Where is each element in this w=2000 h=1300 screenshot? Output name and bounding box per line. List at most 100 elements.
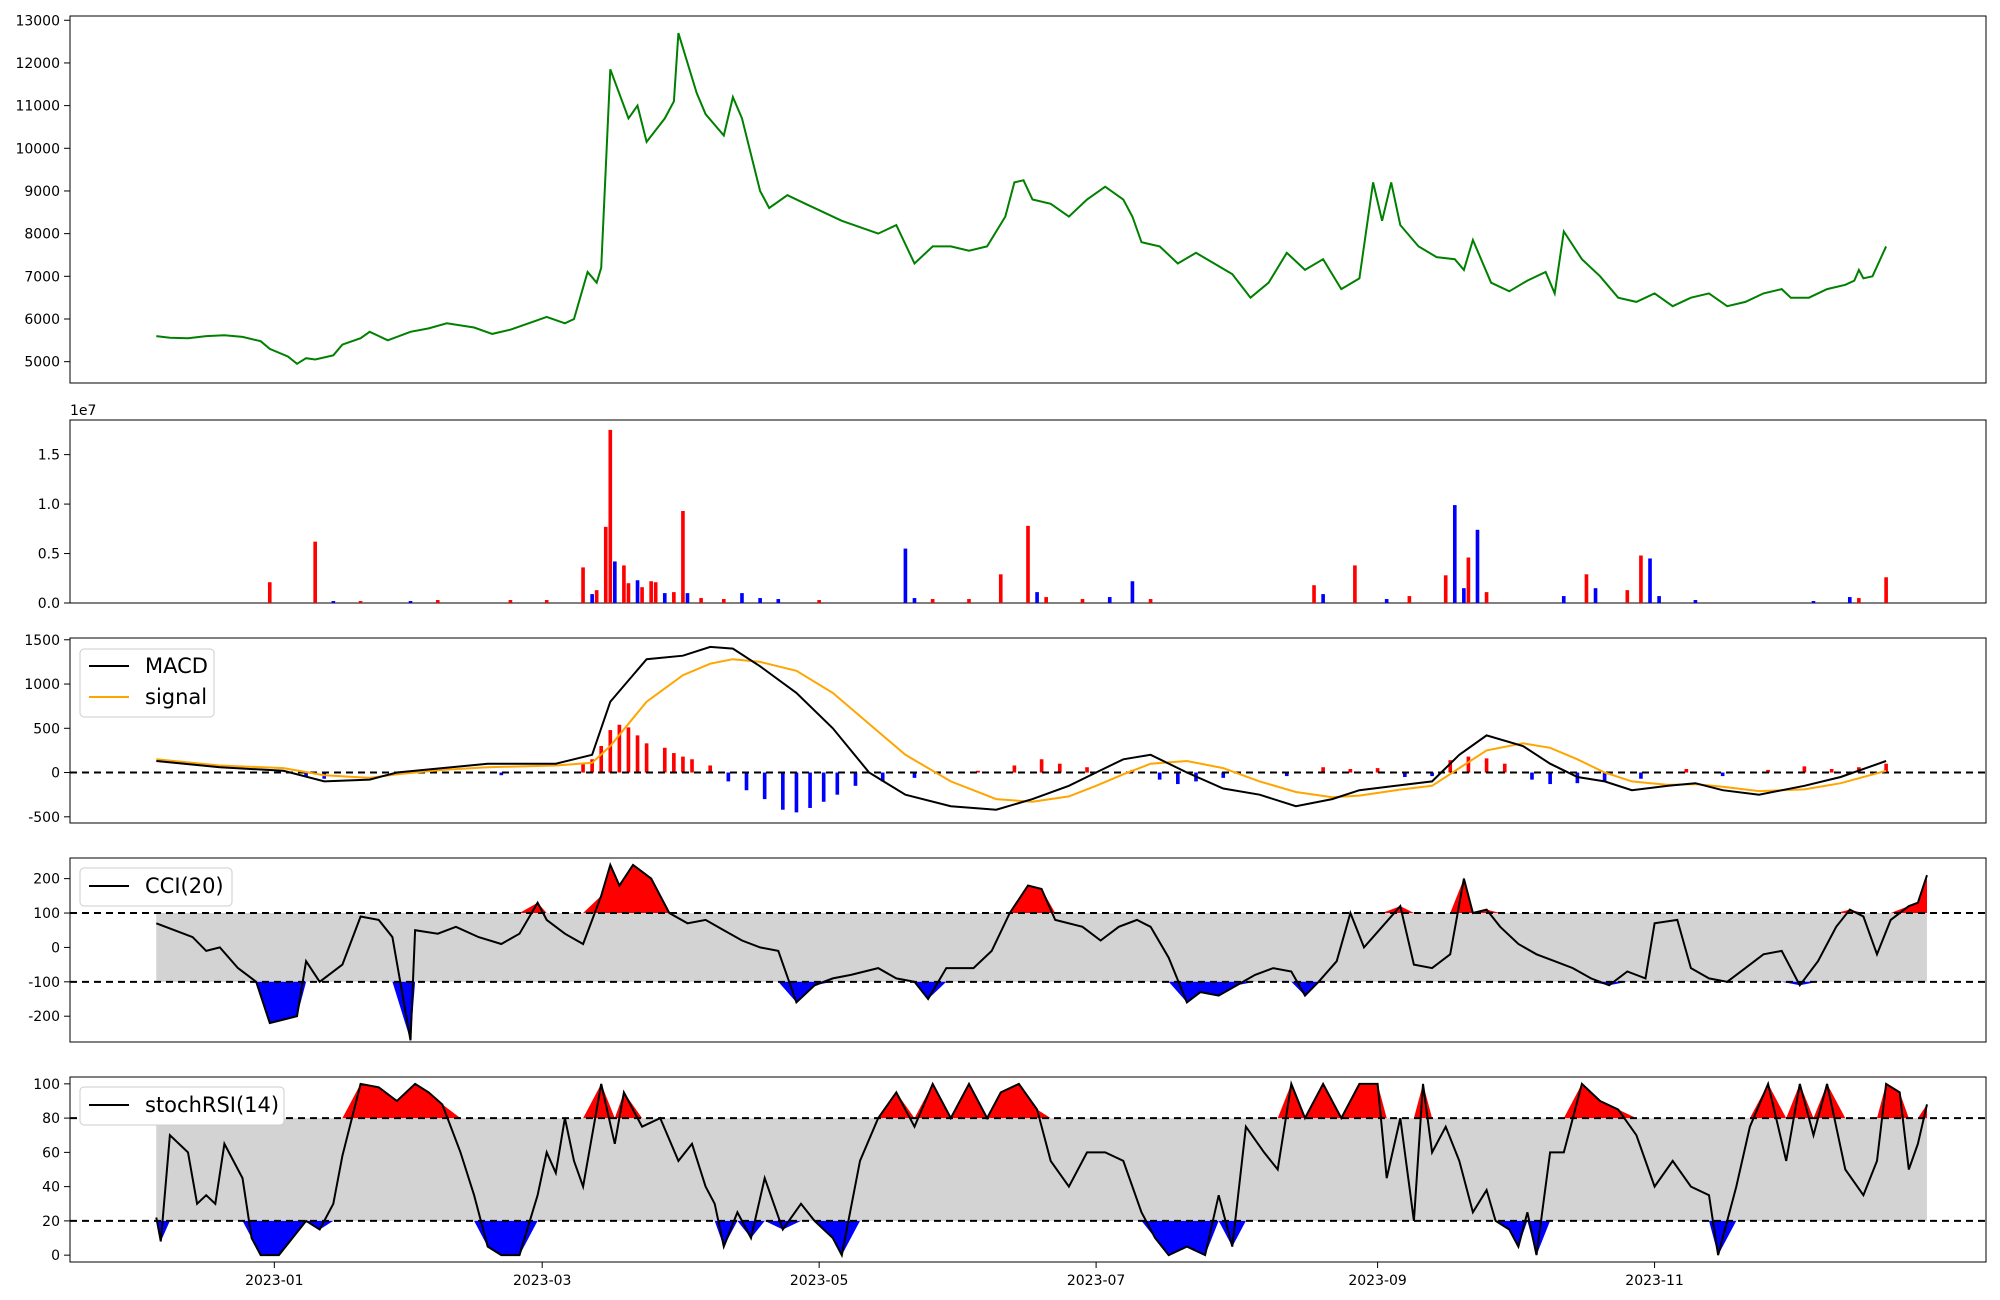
- volume-bar: [622, 565, 626, 603]
- macd-histogram-bar: [1802, 766, 1807, 773]
- volume-bar: [608, 429, 613, 603]
- volume-bar: [267, 582, 272, 603]
- volume-bar: [1044, 597, 1048, 603]
- volume-bar: [1584, 574, 1589, 603]
- price-y-tick-label: 6000: [24, 312, 60, 328]
- cci-y-tick-label: 200: [33, 872, 60, 888]
- volume-bar: [1625, 590, 1630, 603]
- signal-line: [156, 658, 1887, 803]
- volume-bar: [776, 599, 781, 603]
- volume-bar: [1884, 577, 1888, 603]
- volume-bar: [594, 590, 599, 603]
- macd-histogram-bar: [808, 772, 812, 808]
- volume-bar: [1561, 596, 1566, 603]
- macd-histogram-bar: [1466, 756, 1471, 773]
- volume-bar: [1466, 557, 1471, 603]
- x-tick-label: 2023-01: [245, 1273, 304, 1289]
- macd-histogram-bar: [1039, 759, 1044, 773]
- volume-bar: [1148, 599, 1153, 603]
- cci-neutral-band: [156, 913, 1927, 982]
- macd-histogram-bar: [644, 743, 649, 773]
- macd-histogram-bar: [1430, 772, 1434, 777]
- volume-bar: [1593, 588, 1598, 603]
- cci-legend-label: CCI(20): [145, 874, 224, 898]
- macd-histogram-bar: [1348, 769, 1353, 773]
- macd-histogram-bar: [744, 772, 749, 791]
- volume-bar: [1475, 529, 1480, 603]
- stochrsi-y-tick-label: 60: [42, 1145, 60, 1161]
- price-y-tick-label: 5000: [24, 355, 60, 371]
- volume-y-tick-label: 1.0: [38, 497, 60, 513]
- volume-bar: [662, 593, 667, 603]
- macd-histogram-bar: [1321, 767, 1325, 773]
- macd-histogram-bar: [617, 724, 622, 773]
- stochrsi-panel: 0 20 40 60 80 100: [33, 1076, 1987, 1264]
- macd-histogram-bar: [1176, 772, 1180, 785]
- macd-histogram-bar: [1221, 772, 1226, 778]
- stochrsi-y-tick-label: 0: [51, 1248, 60, 1264]
- volume-bar: [1657, 596, 1661, 603]
- macd-y-tick-label: 0: [51, 766, 60, 782]
- volume-bar: [903, 548, 908, 603]
- macd-histogram-bar: [1403, 772, 1407, 777]
- cci-y-tick-label: -100: [28, 975, 60, 991]
- volume-bar: [649, 581, 653, 603]
- macd-histogram-bar: [880, 772, 885, 782]
- stochrsi-legend-label: stochRSI(14): [145, 1093, 279, 1117]
- cci-y-tick-label: -200: [28, 1009, 60, 1025]
- stochrsi-y-tick-label: 40: [42, 1180, 60, 1196]
- volume-bar: [435, 600, 440, 603]
- volume-bar: [1312, 585, 1316, 603]
- volume-y-tick-label: 0.0: [38, 596, 60, 612]
- macd-histogram-bar: [1720, 772, 1725, 777]
- macd-legend-label-signal: signal: [145, 685, 207, 709]
- macd-legend: MACD signal: [79, 648, 215, 718]
- macd-histogram-bar: [690, 759, 694, 773]
- macd-histogram-bar: [1684, 769, 1689, 773]
- volume-bar: [685, 593, 690, 603]
- stochrsi-plot-frame: [69, 1076, 1987, 1263]
- macd-histogram-bar: [499, 772, 504, 776]
- volume-bar: [1462, 588, 1466, 603]
- volume-bar: [508, 600, 513, 603]
- macd-histogram-bar: [1766, 769, 1770, 773]
- macd-y-tick-label: 500: [33, 721, 60, 737]
- price-y-tick-label: 12000: [15, 56, 60, 72]
- volume-bar: [699, 598, 703, 603]
- macd-histogram-bar: [1602, 772, 1607, 782]
- macd-histogram-bar: [1012, 765, 1017, 773]
- volume-bar: [581, 567, 585, 603]
- stochrsi-line: [155, 1080, 1928, 1259]
- volume-bar: [1107, 597, 1112, 603]
- macd-histogram-bar: [590, 759, 594, 773]
- macd-histogram-bar: [835, 772, 840, 795]
- volume-bar: [1407, 596, 1412, 603]
- price-panel: 5000 6000 7000 8000 9000 10000 11000 12000 13000: [15, 13, 1987, 384]
- volume-bar: [912, 598, 917, 603]
- volume-panel: 0.0 0.5 1.0 1.5: [38, 419, 1987, 612]
- macd-plot-frame: [69, 637, 1987, 824]
- macd-histogram-bar: [662, 747, 667, 773]
- macd-histogram-bar: [672, 753, 676, 773]
- volume-bar: [1443, 575, 1448, 603]
- macd-histogram-bar: [681, 756, 685, 773]
- price-line: [156, 32, 1888, 366]
- volume-bar: [998, 574, 1003, 603]
- volume-bar: [1026, 525, 1030, 603]
- macd-histogram-bar: [1085, 767, 1089, 773]
- volume-bar: [358, 601, 363, 603]
- macd-histogram-bar: [853, 772, 858, 786]
- volume-bar: [635, 580, 640, 603]
- volume-bar: [1384, 599, 1389, 603]
- shared-date-x-axis: 2023-01 2023-03 2023-05 2023-07 2023-09 2023-…: [245, 1262, 1684, 1289]
- volume-bar: [590, 594, 594, 603]
- volume-bar: [1648, 558, 1652, 603]
- volume-bar: [603, 526, 608, 603]
- volume-bar: [817, 600, 821, 603]
- cci-panel: -200 -100 0 100 200: [28, 857, 1987, 1043]
- macd-histogram-bar: [1548, 772, 1552, 785]
- price-y-tick-label: 7000: [24, 269, 60, 285]
- volume-bar: [408, 601, 413, 603]
- volume-bar: [1353, 565, 1357, 603]
